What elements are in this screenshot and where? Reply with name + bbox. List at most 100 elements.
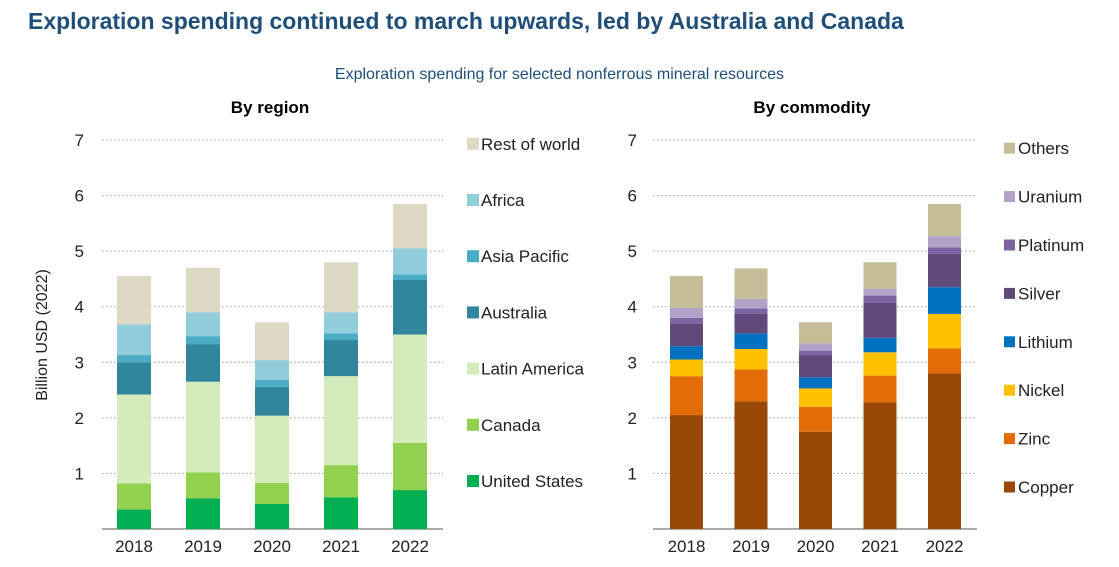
bar-segment [324, 340, 358, 377]
legend-label: Australia [481, 303, 548, 322]
legend-swatch [1004, 433, 1015, 445]
bar-segment [324, 333, 358, 341]
legend-label: Zinc [1018, 430, 1051, 449]
bar-segment [734, 308, 768, 314]
y-tick-label: 5 [75, 242, 84, 261]
bar-segment [255, 360, 289, 381]
legend-swatch [467, 194, 479, 206]
y-tick-label: 3 [75, 353, 84, 372]
y-tick-label: 7 [75, 131, 84, 150]
bar-segment [928, 348, 961, 374]
legend-swatch [1004, 384, 1015, 396]
panel-by-commodity: By commodity 1 2 3 4 5 6 7 2018 2019 2020 2021 2022 C… [628, 98, 1085, 556]
bar-segment [799, 406, 832, 432]
x-tick-label: 2018 [668, 537, 706, 556]
bar-segment [670, 323, 703, 347]
legend-label: Copper [1018, 478, 1074, 497]
panel-by-region: By region 1 2 3 4 5 6 7 2018 2019 2020 2021 2022 Unit… [75, 98, 585, 556]
x-tick-label: 2021 [861, 537, 899, 556]
bar-segment [863, 402, 897, 529]
x-tick-label: 2022 [391, 537, 429, 556]
bar-segment [863, 375, 897, 403]
chart-title: Exploration spending continued to march … [28, 8, 904, 34]
bar-segment [670, 276, 703, 308]
legend-label: Latin America [481, 360, 585, 379]
bar-segment [928, 373, 961, 529]
legend-swatch [1004, 336, 1015, 348]
y-axis-label: Billion USD (2022) [34, 269, 51, 401]
legend-label: Lithium [1018, 333, 1073, 352]
bar-segment [393, 334, 427, 443]
y-tick-label: 2 [628, 409, 637, 428]
bar-segment [670, 317, 703, 324]
bar-segment [393, 442, 427, 491]
bar-segment [799, 355, 832, 378]
bar-segment [734, 333, 768, 349]
bar-segment [186, 312, 220, 337]
legend-label: Canada [481, 416, 541, 435]
legend-label: Asia Pacific [481, 247, 569, 266]
bar-segment [928, 236, 961, 248]
bar-segment [324, 312, 358, 334]
bar-segment [863, 352, 897, 376]
legend-swatch [467, 137, 479, 150]
legend-swatch [467, 418, 479, 431]
y-tick-label: 6 [75, 187, 84, 206]
bar-segment [863, 288, 897, 296]
legend-label: Rest of world [481, 135, 580, 154]
bar-segment [117, 394, 151, 484]
bar-segment [863, 262, 897, 289]
bar-segment [734, 369, 768, 402]
y-tick-label: 1 [628, 464, 637, 483]
x-tick-label: 2020 [253, 537, 291, 556]
bar-segment [863, 295, 897, 303]
bar-segment [186, 336, 220, 345]
y-tick-label: 4 [75, 298, 84, 317]
bar-segment [863, 302, 897, 338]
chart-subtitle: Exploration spending for selected nonfer… [334, 66, 785, 83]
legend-label: United States [481, 472, 583, 491]
bar-segment [117, 355, 151, 363]
bar-segment [393, 280, 427, 335]
bar-segment [324, 465, 358, 498]
bar-segment [255, 415, 289, 483]
x-tick-label: 2020 [797, 537, 835, 556]
bar-segment [255, 380, 289, 387]
legend-label: Uranium [1018, 188, 1082, 207]
y-tick-label: 4 [628, 298, 637, 317]
legend-swatch [1004, 239, 1015, 251]
y-tick-label: 6 [628, 187, 637, 206]
bar-segment [255, 482, 289, 504]
bar-segment [799, 431, 832, 529]
bar-segment [734, 298, 768, 309]
legend-swatch [1004, 191, 1015, 203]
bar-segment [186, 381, 220, 473]
bar-segment [186, 267, 220, 313]
panel-title: By region [231, 98, 309, 117]
bar-segment [670, 307, 703, 318]
bar-segment [928, 247, 961, 254]
legend-swatch [467, 306, 479, 319]
legend-label: Others [1018, 139, 1069, 158]
bar-segment [799, 377, 832, 389]
bar-segment [799, 388, 832, 407]
bar-segment [255, 386, 289, 416]
y-tick-label: 7 [628, 131, 637, 150]
bar-segment [928, 203, 961, 237]
legend-swatch [1004, 142, 1015, 154]
bar-segment [186, 472, 220, 499]
y-tick-label: 1 [75, 464, 84, 483]
bar-segment [928, 313, 961, 349]
bar-segment [255, 322, 289, 361]
bar-segment [117, 483, 151, 510]
bar-segment [734, 313, 768, 334]
legend-label: Platinum [1018, 236, 1084, 255]
bar-segment [393, 248, 427, 275]
legend-swatch [1004, 287, 1015, 299]
legend-label: Africa [481, 191, 525, 210]
x-tick-label: 2018 [115, 537, 153, 556]
x-tick-label: 2019 [732, 537, 770, 556]
x-tick-label: 2021 [322, 537, 360, 556]
bar-segment [393, 274, 427, 281]
